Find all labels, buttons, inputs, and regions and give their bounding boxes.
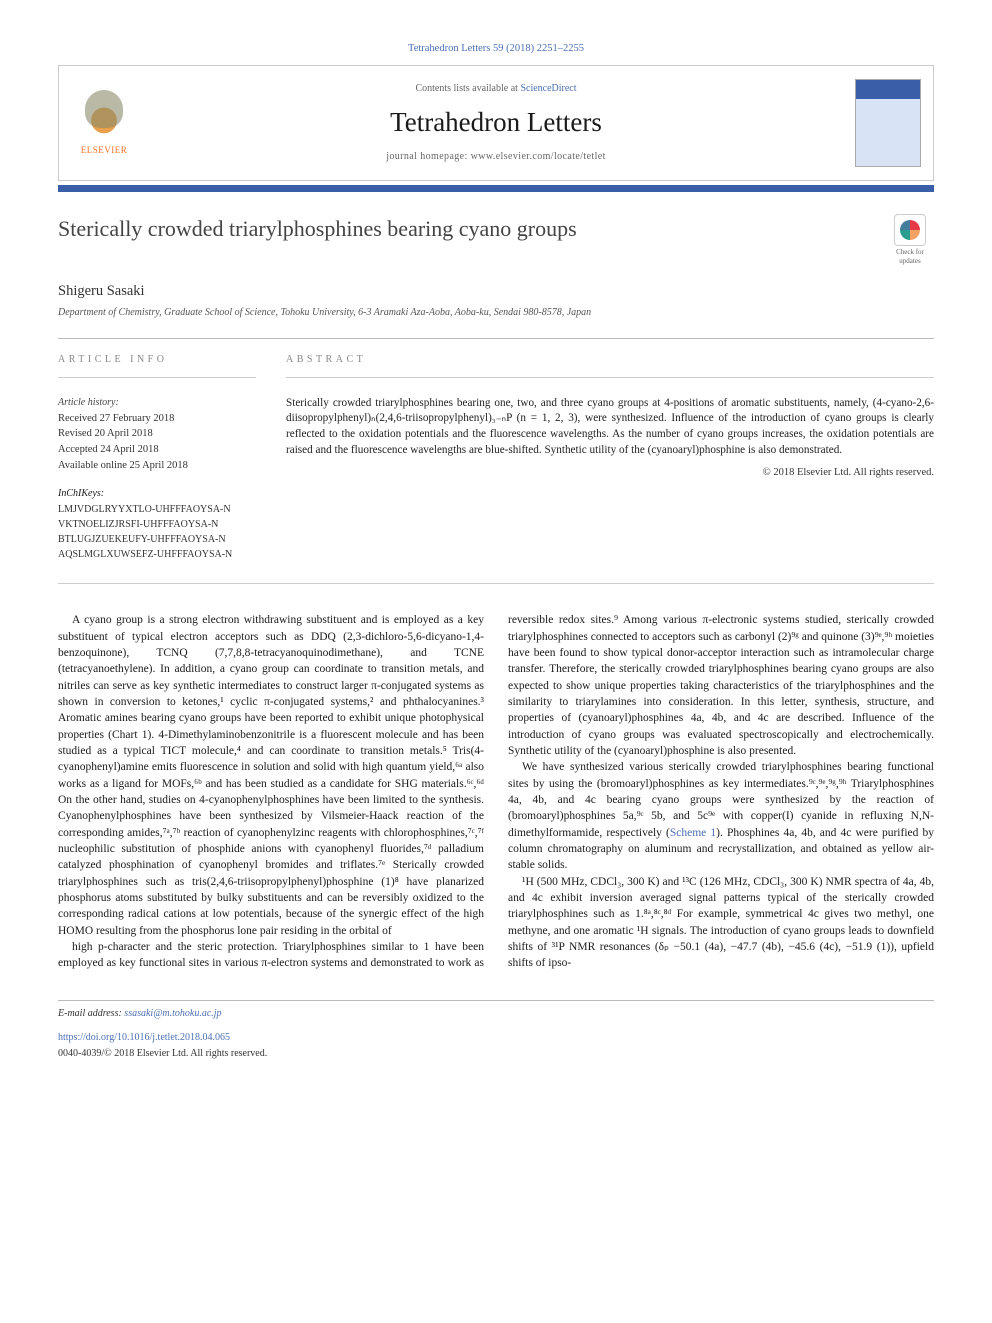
elsevier-tree-icon xyxy=(77,88,131,142)
publisher-label: ELSEVIER xyxy=(81,144,128,157)
header-center: Contents lists available at ScienceDirec… xyxy=(149,66,843,180)
footer-block: E-mail address: ssasaki@m.tohoku.ac.jp h… xyxy=(58,1000,934,1061)
inchi-key-1: LMJVDGLRYYXTLO-UHFFFAOYSA-N xyxy=(58,503,256,517)
email-line: E-mail address: ssasaki@m.tohoku.ac.jp xyxy=(58,1007,934,1021)
author-email-link[interactable]: ssasaki@m.tohoku.ac.jp xyxy=(124,1008,221,1019)
contents-prefix: Contents lists available at xyxy=(415,83,520,94)
email-label: E-mail address: xyxy=(58,1008,124,1019)
author-affiliation: Department of Chemistry, Graduate School… xyxy=(58,306,934,320)
history-label: Article history: xyxy=(58,396,256,410)
body-paragraph-3: We have synthesized various sterically c… xyxy=(508,759,934,873)
body-columns: A cyano group is a strong electron withd… xyxy=(58,612,934,971)
divider-top xyxy=(58,338,934,339)
journal-cover-icon xyxy=(855,79,921,167)
inchi-key-3: BTLUGJZUEKEUFY-UHFFFAOYSA-N xyxy=(58,533,256,547)
abstract-text: Sterically crowded triarylphosphines bea… xyxy=(286,396,934,459)
inchi-key-4: AQSLMGLXUWSEFZ-UHFFFAOYSA-N xyxy=(58,548,256,562)
scheme-1-link[interactable]: Scheme 1 xyxy=(670,827,716,839)
journal-homepage: journal homepage: www.elsevier.com/locat… xyxy=(386,150,606,164)
inchi-key-2: VKTNOELIZJRSFI-UHFFFAOYSA-N xyxy=(58,518,256,532)
article-info-block: ARTICLE INFO Article history: Received 2… xyxy=(58,353,256,564)
received-date: Received 27 February 2018 xyxy=(58,412,256,427)
divider-after-meta xyxy=(58,583,934,584)
sciencedirect-link[interactable]: ScienceDirect xyxy=(520,83,576,94)
abstract-block: ABSTRACT Sterically crowded triarylphosp… xyxy=(286,353,934,564)
article-info-header: ARTICLE INFO xyxy=(58,353,256,367)
inchi-label: InChIKeys: xyxy=(58,487,256,501)
abstract-copyright: © 2018 Elsevier Ltd. All rights reserved… xyxy=(286,466,934,481)
contents-line: Contents lists available at ScienceDirec… xyxy=(415,82,576,96)
revised-date: Revised 20 April 2018 xyxy=(58,427,256,442)
accepted-date: Accepted 24 April 2018 xyxy=(58,443,256,458)
check-updates-line1: Check for xyxy=(896,248,924,258)
journal-name: Tetrahedron Letters xyxy=(390,104,602,142)
accent-bar xyxy=(58,185,934,192)
check-updates-line2: updates xyxy=(899,257,920,267)
footer-copyright: 0040-4039/© 2018 Elsevier Ltd. All right… xyxy=(58,1047,934,1061)
journal-citation: Tetrahedron Letters 59 (2018) 2251–2255 xyxy=(58,42,934,57)
crossmark-circle-icon xyxy=(900,220,920,240)
check-updates-badge[interactable]: Check for updates xyxy=(886,214,934,268)
online-date: Available online 25 April 2018 xyxy=(58,459,256,474)
publisher-logo-block: ELSEVIER xyxy=(59,66,149,180)
author-name: Shigeru Sasaki xyxy=(58,281,934,301)
doi-link[interactable]: https://doi.org/10.1016/j.tetlet.2018.04… xyxy=(58,1032,230,1043)
journal-header: ELSEVIER Contents lists available at Sci… xyxy=(58,65,934,181)
abstract-header: ABSTRACT xyxy=(286,353,934,367)
body-paragraph-4: ¹H (500 MHz, CDCl₃, 300 K) and ¹³C (126 … xyxy=(508,874,934,972)
divider-info xyxy=(58,377,256,378)
divider-abstract xyxy=(286,377,934,378)
crossmark-icon xyxy=(894,214,926,246)
journal-cover-block xyxy=(843,66,933,180)
body-paragraph-1: A cyano group is a strong electron withd… xyxy=(58,612,484,939)
article-title: Sterically crowded triarylphosphines bea… xyxy=(58,214,577,245)
